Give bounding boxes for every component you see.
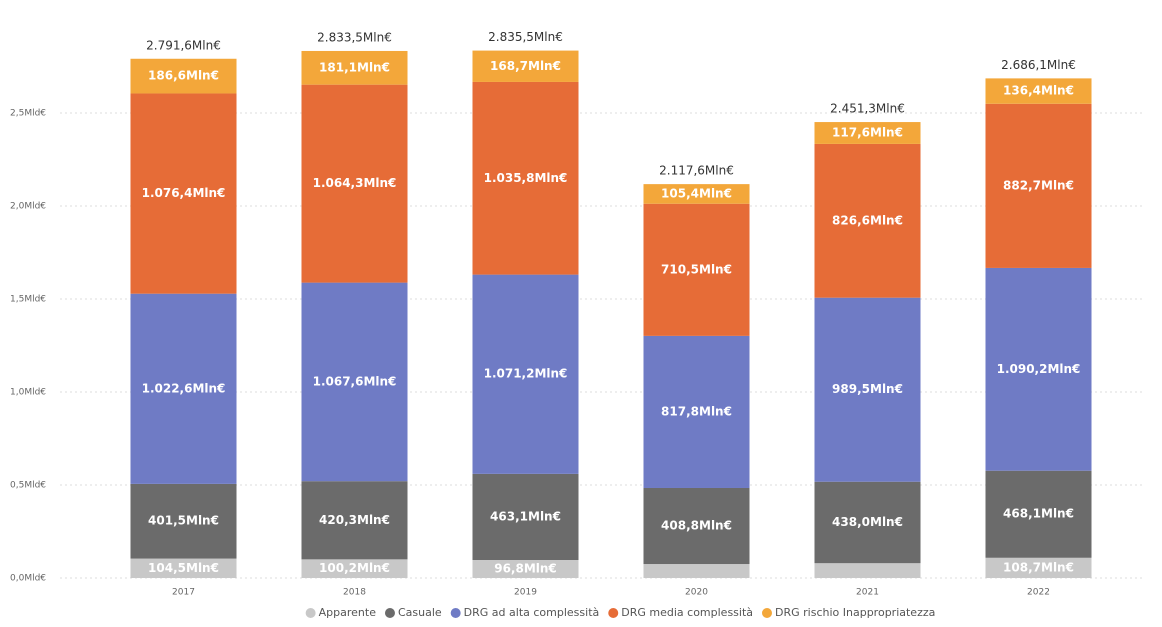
data-label: 1.090,2Mln€ [997,362,1081,376]
legend-label: Casuale [398,606,442,619]
data-label: 463,1Mln€ [490,509,561,523]
bar-segment [130,558,237,578]
bar-segment [985,470,1092,558]
data-label: 438,0Mln€ [832,515,903,529]
x-tick-label: 2019 [514,588,537,598]
data-label: 96,8Mln€ [494,561,557,575]
bar-segment [130,483,237,559]
legend-marker [762,608,773,618]
data-label: 1.064,3Mln€ [313,176,397,190]
x-tick-label: 2022 [1027,588,1050,598]
bar-segment [985,78,1092,104]
data-label: 817,8Mln€ [661,404,732,418]
bar-segment [472,50,579,82]
data-label: 710,5Mln€ [661,262,732,276]
total-label: 2.117,6Mln€ [659,164,734,178]
total-label: 2.835,5Mln€ [488,30,563,44]
data-label: 882,7Mln€ [1003,178,1074,192]
bar-segment [130,93,237,294]
bar-segment [643,487,750,565]
x-tick-label: 2017 [172,588,195,598]
data-label: 100,2Mln€ [319,561,390,575]
bar-segment [814,297,921,482]
bar-segment [472,473,579,560]
bar-segment [643,203,750,336]
data-label: 1.076,4Mln€ [142,186,226,200]
y-tick-label: 2,5Mld€ [10,109,46,119]
y-tick-label: 2,0Mld€ [10,202,46,212]
data-label: 989,5Mln€ [832,382,903,396]
bar-segment [985,103,1092,268]
data-label: 104,5Mln€ [148,561,219,575]
total-label: 2.791,6Mln€ [146,38,221,52]
data-label: 181,1Mln€ [319,60,390,74]
bar-segment [814,143,921,298]
data-label: 186,6Mln€ [148,69,219,83]
bar-segment [301,84,408,283]
bar-segment [985,267,1092,471]
bar-segment [643,184,750,204]
y-tick-label: 0,5Mld€ [10,481,46,491]
bar-segment [301,282,408,482]
bar-segment [472,81,579,275]
legend-label: Apparente [319,606,377,619]
total-label: 2.686,1Mln€ [1001,58,1076,72]
x-tick-label: 2021 [856,588,879,598]
bar-segment [472,559,579,578]
bar-segment [472,274,579,474]
data-label: 136,4Mln€ [1003,84,1074,98]
bar-segment [130,58,237,94]
bar-segment [814,481,921,564]
bar-segment [814,122,921,144]
data-label: 1.022,6Mln€ [142,381,226,395]
data-label: 826,6Mln€ [832,213,903,227]
total-label: 2.833,5Mln€ [317,30,392,44]
bar-segment [301,481,408,560]
legend-label: DRG media complessità [621,606,753,619]
bar-segment [814,563,921,578]
data-label: 117,6Mln€ [832,125,903,139]
x-tick-label: 2018 [343,588,366,598]
y-tick-label: 1,5Mld€ [10,295,46,305]
data-label: 1.035,8Mln€ [484,171,568,185]
bar-segment [130,293,237,484]
data-label: 168,7Mln€ [490,59,561,73]
data-label: 108,7Mln€ [1003,560,1074,574]
y-tick-label: 1,0Mld€ [10,388,46,398]
legend-label: DRG ad alta complessità [464,606,600,619]
data-label: 408,8Mln€ [661,519,732,533]
legend-marker [384,608,395,618]
data-label: 401,5Mln€ [148,514,219,528]
data-label: 1.067,6Mln€ [313,374,397,388]
data-label: 1.071,2Mln€ [484,367,568,381]
data-label: 105,4Mln€ [661,186,732,200]
y-tick-label: 0,0Mld€ [10,574,46,584]
legend-marker [608,608,619,618]
data-label: 468,1Mln€ [1003,507,1074,521]
total-label: 2.451,3Mln€ [830,102,905,116]
bar-segment [301,559,408,578]
x-tick-label: 2020 [685,588,708,598]
legend-marker [450,608,461,618]
bar-segment [643,335,750,488]
legend-label: DRG rischio Inappropriatezza [775,606,935,619]
bar-segment [301,50,408,85]
data-label: 420,3Mln€ [319,513,390,527]
bar-segment [643,564,750,578]
legend-marker [305,608,316,618]
bar-segment [985,557,1092,578]
